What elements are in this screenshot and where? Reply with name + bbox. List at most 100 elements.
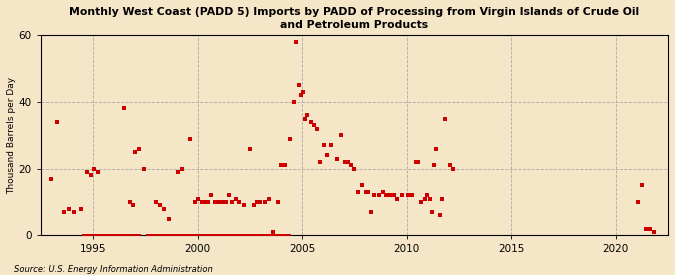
Point (278, 233, 289, 238)
Point (92, 233, 103, 238)
Y-axis label: Thousand Barrels per Day: Thousand Barrels per Day (7, 77, 16, 194)
Point (322, 153, 333, 157)
Point (261, 233, 271, 238)
Point (429, 163, 439, 167)
Point (335, 133, 346, 138)
Point (148, 233, 159, 238)
Point (107, 233, 117, 238)
Point (192, 233, 203, 238)
Point (82, 233, 92, 238)
Point (177, 166, 188, 171)
Point (227, 233, 238, 238)
Point (131, 233, 142, 238)
Point (124, 233, 135, 238)
Point (167, 233, 178, 238)
Point (79, 233, 90, 238)
Point (75, 206, 86, 211)
Point (111, 233, 122, 238)
Point (78, 233, 89, 238)
Point (196, 233, 207, 238)
Point (119, 106, 130, 111)
Point (227, 200, 238, 204)
Point (113, 233, 124, 238)
Point (248, 233, 259, 238)
Point (402, 193, 413, 197)
Point (298, 90, 308, 94)
Point (143, 233, 154, 238)
Point (356, 183, 367, 188)
Point (193, 233, 204, 238)
Point (284, 136, 295, 141)
Point (86, 233, 97, 238)
Point (343, 160, 354, 164)
Point (421, 193, 432, 197)
Point (111, 233, 122, 238)
Point (115, 233, 126, 238)
Point (130, 233, 141, 238)
Point (283, 233, 294, 238)
Point (649, 230, 660, 234)
Point (262, 233, 273, 238)
Point (349, 166, 360, 171)
Point (172, 233, 183, 238)
Point (419, 196, 430, 201)
Point (158, 233, 169, 238)
Point (632, 200, 643, 204)
Point (157, 233, 168, 238)
Point (95, 233, 106, 238)
Point (187, 233, 198, 238)
Point (151, 233, 161, 238)
Point (164, 216, 175, 221)
Point (180, 233, 190, 238)
Point (254, 233, 265, 238)
Point (118, 233, 129, 238)
Point (264, 233, 275, 238)
Point (197, 233, 208, 238)
Point (213, 200, 224, 204)
Point (83, 233, 94, 238)
Point (108, 233, 119, 238)
Point (246, 233, 257, 238)
Point (239, 233, 250, 238)
Point (255, 233, 266, 238)
Point (201, 233, 212, 238)
Point (256, 233, 267, 238)
Point (284, 233, 295, 238)
Point (255, 200, 266, 204)
Point (236, 233, 246, 238)
Point (173, 233, 184, 238)
Point (171, 233, 182, 238)
Point (121, 233, 132, 238)
Point (235, 233, 246, 238)
Point (185, 136, 196, 141)
Point (273, 200, 284, 204)
Point (284, 233, 294, 238)
Point (213, 233, 224, 238)
Point (150, 233, 161, 238)
Point (259, 233, 269, 238)
Point (195, 233, 206, 238)
Point (90, 233, 101, 238)
Point (224, 233, 235, 238)
Point (113, 233, 124, 238)
Point (147, 233, 158, 238)
Point (265, 233, 276, 238)
Point (159, 233, 169, 238)
Point (288, 100, 299, 104)
Point (221, 233, 232, 238)
Point (176, 233, 186, 238)
Point (196, 200, 207, 204)
Point (172, 170, 183, 174)
Point (125, 233, 136, 238)
Point (97, 233, 107, 238)
Point (276, 163, 287, 167)
Point (280, 233, 291, 238)
Point (234, 200, 245, 204)
Point (192, 196, 203, 201)
Point (110, 233, 121, 238)
Point (448, 166, 458, 171)
Point (165, 233, 176, 238)
Point (246, 233, 256, 238)
Point (435, 213, 446, 218)
Point (185, 233, 196, 238)
